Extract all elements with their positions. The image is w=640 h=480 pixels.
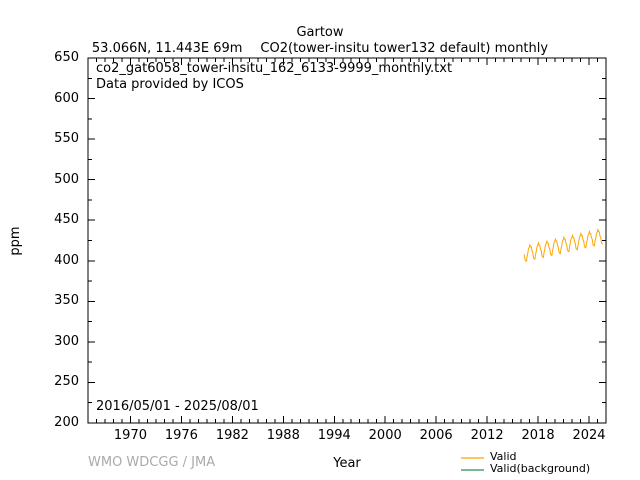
y-tick-label: 250 <box>54 374 79 390</box>
x-tick-label: 1988 <box>266 428 300 443</box>
legend-label-valid-background: Valid(background) <box>490 462 591 475</box>
x-tick-label: 1994 <box>317 428 351 443</box>
x-tick-label: 1982 <box>215 428 249 443</box>
station-location: 53.066N, 11.443E 69m <box>91 41 243 56</box>
y-tick-label: 300 <box>54 333 79 349</box>
x-tick-label: 1976 <box>164 428 198 443</box>
x-tick-label: 2000 <box>368 428 402 443</box>
x-tick-label: 2024 <box>572 428 606 443</box>
y-tick-label: 450 <box>54 212 79 228</box>
x-tick-label: 1970 <box>113 428 147 443</box>
x-axis-label: Year <box>333 456 361 471</box>
dataset-name: CO2(tower-insitu tower132 default) month… <box>260 41 549 56</box>
axes <box>87 57 607 424</box>
annotation-filename: co2_gat6058_tower-insitu_162_6133-9999_m… <box>96 61 453 76</box>
series-line-valid <box>523 227 604 262</box>
y-tick-label: 500 <box>54 171 79 187</box>
x-tick-label: 2018 <box>521 428 555 443</box>
y-tick-label: 200 <box>54 415 79 430</box>
legend-swatches <box>461 457 484 471</box>
y-tick-label: 350 <box>54 293 79 309</box>
annotation-provider: Data provided by ICOS <box>96 77 244 92</box>
footer-credit: WMO WDCGG / JMA <box>88 455 216 470</box>
subtitle: 53.066N, 11.443E 69m CO2(tower-insitu to… <box>0 41 640 56</box>
y-tick-label: 550 <box>54 131 79 147</box>
date-range: 2016/05/01 - 2025/08/01 <box>96 399 259 414</box>
x-tick-label: 2006 <box>419 428 453 443</box>
plot-border <box>87 57 607 424</box>
y-tick-label: 650 <box>54 50 79 65</box>
data-series <box>523 227 604 262</box>
y-tick-label: 600 <box>54 90 79 106</box>
x-tick-label: 2012 <box>470 428 504 443</box>
page-title: Gartow <box>296 25 344 40</box>
y-axis-label: ppm <box>8 226 23 256</box>
y-tick-label: 400 <box>54 252 79 268</box>
legend-label-valid: Valid <box>490 450 517 463</box>
